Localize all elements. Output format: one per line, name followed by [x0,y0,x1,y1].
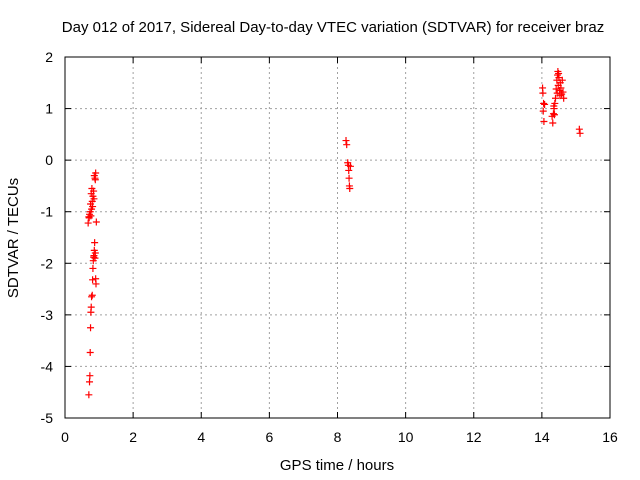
x-tick-label: 0 [61,429,69,445]
x-tick-label: 6 [265,429,273,445]
x-axis-label: GPS time / hours [280,457,394,474]
data-points [84,67,584,399]
y-tick-label: -5 [41,410,54,426]
data-point [90,195,98,203]
data-point [540,117,548,125]
data-point [85,391,93,399]
data-point [92,218,100,226]
y-axis-label: SDTVAR / TECUs [5,178,22,298]
data-point [343,141,351,149]
y-tick-label: -2 [41,255,54,271]
data-point [87,303,95,311]
y-tick-label: -1 [41,204,54,220]
data-point [556,92,564,100]
x-tick-label: 8 [334,429,342,445]
data-point [89,276,97,284]
data-point [559,88,567,96]
data-point [575,125,583,133]
data-point [89,203,97,211]
data-point [549,119,557,127]
y-tick-label: -4 [41,358,54,374]
x-tick-label: 16 [602,429,618,445]
data-point [345,166,353,174]
data-point [539,89,547,97]
data-point [539,107,547,115]
grid [65,57,610,418]
data-point [91,249,99,257]
data-point [86,378,94,386]
data-point [342,137,350,145]
y-tick-label: -3 [41,307,54,323]
x-tick-label: 2 [129,429,137,445]
data-point [87,324,95,332]
data-point [346,185,354,193]
data-point [541,100,549,108]
x-tick-label: 10 [398,429,414,445]
data-point [576,129,584,137]
data-point [88,185,96,193]
data-point [550,111,558,119]
data-point [85,214,93,222]
data-point [550,102,558,110]
x-tick-label: 4 [197,429,205,445]
data-point [558,76,566,84]
x-tick-label: 12 [466,429,482,445]
data-point [91,176,99,184]
data-point [92,169,100,177]
data-point [87,190,95,198]
data-point [560,94,568,102]
y-tick-label: 1 [45,101,53,117]
data-point [549,110,557,118]
data-point [84,219,92,227]
data-point [88,291,96,299]
data-point [552,94,559,102]
data-point [557,84,565,92]
data-point [86,372,94,380]
data-point [346,162,354,170]
data-point [91,239,99,247]
y-tick-label: 0 [45,152,53,168]
data-point [555,70,563,78]
x-tick-label: 14 [534,429,550,445]
data-point [86,349,94,357]
data-point [92,280,100,288]
data-point [540,99,548,107]
data-point [552,85,560,93]
y-tick-label: 2 [45,49,53,65]
data-point [88,293,96,301]
data-point [89,264,97,272]
data-point [345,174,353,182]
chart-title: Day 012 of 2017, Sidereal Day-to-day VTE… [62,19,604,36]
